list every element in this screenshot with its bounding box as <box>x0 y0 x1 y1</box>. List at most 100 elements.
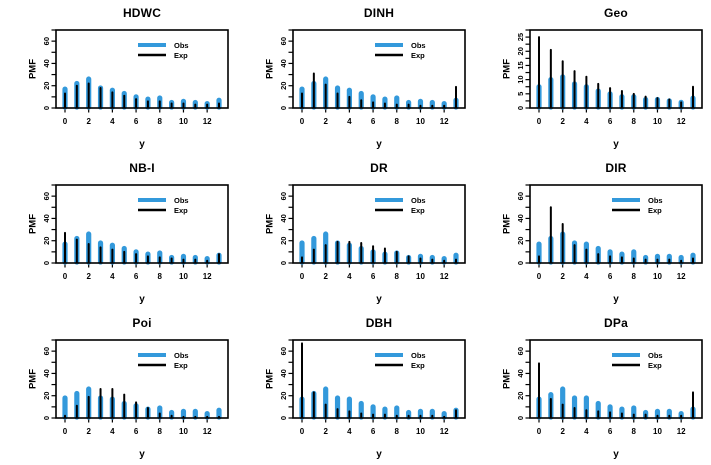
y-tick-label: 60 <box>42 347 51 355</box>
legend-obs-label: Obs <box>411 351 426 360</box>
y-tick-label: 20 <box>279 237 288 245</box>
x-tick-label: 6 <box>608 427 613 436</box>
plot-box <box>529 29 703 109</box>
x-tick-label: 12 <box>440 272 449 281</box>
x-tick-label: 2 <box>323 427 328 436</box>
x-tick-label: 2 <box>560 117 565 126</box>
legend-obs-label: Obs <box>648 351 663 360</box>
x-tick-label: 2 <box>560 272 565 281</box>
y-tick-label: 20 <box>42 237 51 245</box>
x-tick-label: 6 <box>134 117 139 126</box>
legend-obs-label: Obs <box>648 196 663 205</box>
y-tick-label: 20 <box>279 392 288 400</box>
x-tick-label: 12 <box>677 272 686 281</box>
y-tick-label: 40 <box>279 214 288 222</box>
x-tick-label: 8 <box>158 117 163 126</box>
legend-obs-label: Obs <box>174 41 189 50</box>
panel-dinh: DINH PMF 0 20 40 60 0 2 4 6 8 10 12 Obs Exp y <box>237 0 474 155</box>
x-tick-label: 4 <box>584 427 589 436</box>
panel-dr: DR PMF 0 20 40 60 0 2 4 6 8 10 12 Obs Exp y <box>237 155 474 310</box>
y-tick-label: 40 <box>279 59 288 67</box>
legend-obs-label: Obs <box>411 41 426 50</box>
plot-box <box>55 339 229 419</box>
y-tick-label: 0 <box>279 416 288 420</box>
y-tick-label: 0 <box>516 261 525 265</box>
x-tick-label: 8 <box>632 272 637 281</box>
x-tick-label: 6 <box>608 272 613 281</box>
plot-box <box>292 184 466 264</box>
x-tick-label: 8 <box>395 272 400 281</box>
x-tick-label: 12 <box>440 427 449 436</box>
x-tick-label: 4 <box>347 117 352 126</box>
x-tick-label: 6 <box>371 272 376 281</box>
legend-obs-label: Obs <box>174 351 189 360</box>
x-tick-label: 6 <box>134 427 139 436</box>
panel-poi: Poi PMF 0 20 40 60 0 2 4 6 8 10 12 Obs Exp y <box>0 310 237 465</box>
panel-title: NB-I <box>129 161 155 175</box>
x-tick-label: 4 <box>110 117 115 126</box>
y-tick-label: 15 <box>516 61 525 69</box>
x-tick-label: 2 <box>560 427 565 436</box>
plot-box <box>55 184 229 264</box>
x-tick-label: 0 <box>63 272 68 281</box>
x-tick-label: 0 <box>300 272 305 281</box>
y-tick-label: 60 <box>516 192 525 200</box>
legend-exp-label: Exp <box>174 361 188 370</box>
y-tick-label: 60 <box>279 347 288 355</box>
x-axis-label: y <box>376 139 382 150</box>
y-tick-label: 0 <box>42 106 51 110</box>
x-tick-label: 0 <box>537 427 542 436</box>
plot-box <box>529 339 703 419</box>
x-tick-label: 2 <box>86 427 91 436</box>
x-tick-label: 2 <box>323 272 328 281</box>
panel-title: DPa <box>604 316 628 330</box>
y-tick-label: 0 <box>42 416 51 420</box>
legend-obs-label: Obs <box>174 196 189 205</box>
x-tick-label: 6 <box>608 117 613 126</box>
legend-exp-label: Exp <box>648 361 662 370</box>
x-tick-label: 4 <box>110 272 115 281</box>
x-tick-label: 12 <box>677 427 686 436</box>
x-tick-label: 10 <box>416 272 425 281</box>
legend-exp-label: Exp <box>411 206 425 215</box>
legend-exp-label: Exp <box>648 206 662 215</box>
panel-title: DIR <box>605 161 627 175</box>
x-tick-label: 8 <box>158 272 163 281</box>
x-tick-label: 10 <box>653 427 662 436</box>
x-tick-label: 0 <box>63 117 68 126</box>
y-tick-label: 60 <box>42 192 51 200</box>
x-axis-label: y <box>139 449 145 460</box>
plot-box <box>292 339 466 419</box>
x-tick-label: 8 <box>395 427 400 436</box>
legend-exp-label: Exp <box>174 206 188 215</box>
y-tick-label: 0 <box>516 106 525 110</box>
y-tick-label: 0 <box>516 416 525 420</box>
panel-dbh: DBH PMF 0 20 40 60 0 2 4 6 8 10 12 Obs Exp y <box>237 310 474 465</box>
y-tick-label: 40 <box>42 214 51 222</box>
y-tick-label: 20 <box>516 47 525 55</box>
legend-exp-label: Exp <box>411 361 425 370</box>
x-tick-label: 8 <box>632 427 637 436</box>
x-tick-label: 2 <box>86 117 91 126</box>
x-tick-label: 0 <box>63 427 68 436</box>
x-tick-label: 0 <box>300 427 305 436</box>
y-tick-label: 60 <box>42 37 51 45</box>
x-tick-label: 10 <box>653 117 662 126</box>
y-tick-label: 40 <box>42 369 51 377</box>
x-tick-label: 6 <box>371 427 376 436</box>
legend-obs-label: Obs <box>411 196 426 205</box>
y-tick-label: 40 <box>279 369 288 377</box>
x-tick-label: 10 <box>179 117 188 126</box>
x-tick-label: 10 <box>179 272 188 281</box>
panel-nbi: NB-I PMF 0 20 40 60 0 2 4 6 8 10 12 Obs Exp y <box>0 155 237 310</box>
x-tick-label: 8 <box>395 117 400 126</box>
x-tick-label: 12 <box>677 117 686 126</box>
x-tick-label: 8 <box>158 427 163 436</box>
x-tick-label: 0 <box>537 117 542 126</box>
x-axis-label: y <box>613 294 619 305</box>
